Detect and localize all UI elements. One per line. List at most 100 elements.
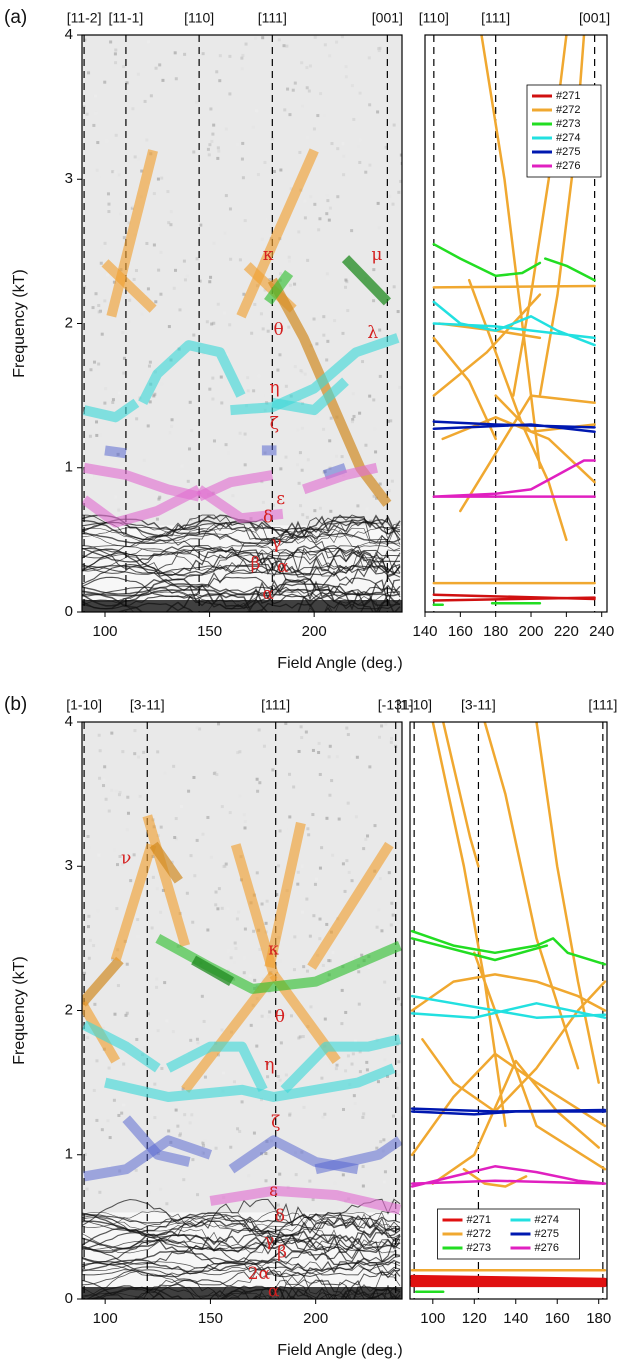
spectrum-noise bbox=[298, 150, 302, 154]
spectrum-noise bbox=[397, 190, 401, 194]
spectrum-noise bbox=[192, 333, 196, 337]
spectrum-noise bbox=[161, 78, 165, 82]
spectrum-noise bbox=[367, 966, 371, 970]
spectrum-noise bbox=[357, 1002, 361, 1006]
spectrum-noise bbox=[203, 1139, 207, 1143]
spectrum-noise bbox=[233, 960, 237, 964]
spectrum-noise bbox=[318, 217, 322, 221]
spectrum-noise bbox=[98, 749, 102, 753]
plot-frame bbox=[409, 721, 608, 1300]
spectrum-noise bbox=[330, 779, 334, 783]
spectrum-noise bbox=[98, 433, 102, 437]
spectrum-noise bbox=[386, 419, 390, 423]
fit-band bbox=[230, 333, 400, 416]
spectrum-noise bbox=[338, 1208, 342, 1212]
branch-label: α bbox=[268, 1281, 280, 1301]
spectrum-noise bbox=[305, 515, 309, 519]
spectrum-noise bbox=[396, 310, 400, 314]
spectrum-noise bbox=[261, 500, 265, 504]
spectrum-trace bbox=[82, 586, 401, 597]
calc-line bbox=[432, 420, 596, 433]
spectrum-noise bbox=[298, 399, 302, 403]
spectrum-floor bbox=[82, 600, 402, 612]
spectrum-noise bbox=[142, 458, 146, 462]
y-tick-label: 2 bbox=[65, 1001, 73, 1018]
fit-band bbox=[82, 1020, 161, 1073]
calc-line bbox=[410, 929, 607, 1294]
spectrum-noise bbox=[361, 1184, 365, 1188]
spectrum-noise bbox=[362, 1112, 366, 1116]
spectrum-noise bbox=[155, 517, 159, 521]
spectrum-noise bbox=[220, 401, 224, 405]
spectrum-noise bbox=[87, 956, 91, 960]
spectrum-floor bbox=[82, 1287, 402, 1299]
spectrum-noise bbox=[209, 275, 213, 279]
branch-label: δ bbox=[263, 508, 273, 528]
spectrum-noise bbox=[391, 202, 395, 206]
branch-label: α bbox=[262, 584, 274, 604]
direction-label: [3-11] bbox=[461, 697, 496, 713]
spectrum-noise bbox=[137, 755, 141, 759]
spectrum-noise bbox=[173, 51, 177, 55]
spectrum-noise bbox=[248, 974, 252, 978]
spectrum-noise bbox=[383, 980, 387, 984]
spectrum-noise bbox=[390, 901, 394, 905]
spectrum-trace bbox=[82, 552, 401, 575]
spectrum-noise bbox=[241, 141, 245, 145]
spectrum-noise bbox=[376, 110, 380, 114]
calc-line bbox=[410, 1165, 607, 1188]
spectrum-trace bbox=[82, 527, 401, 547]
direction-label: [11-1] bbox=[109, 10, 144, 26]
spectrum-noise bbox=[247, 1174, 251, 1178]
spectrum-noise bbox=[389, 923, 393, 927]
spectrum-noise bbox=[372, 494, 376, 498]
spectrum-trace bbox=[82, 535, 401, 559]
spectrum-noise bbox=[93, 360, 97, 364]
spectrum-noise bbox=[341, 862, 345, 866]
spectrum-noise bbox=[112, 280, 116, 284]
spectrum-noise bbox=[134, 269, 138, 273]
spectrum-noise bbox=[140, 312, 144, 316]
spectrum-noise bbox=[216, 1053, 220, 1057]
plot: [110] [111] [001]140 160 180 200 220 240#271#27… bbox=[412, 10, 614, 640]
fit-band bbox=[155, 934, 402, 994]
spectrum-noise bbox=[300, 864, 304, 868]
spectrum-noise bbox=[252, 389, 256, 393]
spectrum-noise bbox=[300, 61, 304, 65]
fit-band bbox=[82, 484, 202, 528]
spectrum-noise bbox=[237, 910, 241, 914]
spectrum-noise bbox=[88, 434, 92, 438]
x-tick-label: 180 bbox=[483, 623, 508, 640]
spectrum-noise bbox=[266, 1152, 270, 1156]
spectrum-noise bbox=[122, 1103, 126, 1107]
spectrum-noise bbox=[300, 426, 304, 430]
spectrum-noise bbox=[90, 474, 94, 478]
spectrum-noise bbox=[116, 863, 120, 867]
spectrum-noise bbox=[85, 1187, 89, 1191]
spectrum-noise bbox=[344, 1069, 348, 1073]
spectrum-noise bbox=[392, 285, 396, 289]
spectrum-noise bbox=[110, 788, 114, 792]
spectrum-noise bbox=[208, 387, 212, 391]
spectrum-noise bbox=[358, 1050, 362, 1054]
plot-frame bbox=[424, 34, 608, 613]
spectrum-noise bbox=[387, 67, 391, 71]
spectrum-noise bbox=[350, 420, 354, 424]
branch-label: 2α bbox=[248, 1264, 271, 1284]
spectrum-noise bbox=[336, 147, 340, 151]
x-tick-label: 220 bbox=[554, 623, 579, 640]
y-tick-label: 4 bbox=[65, 26, 73, 43]
spectrum-noise bbox=[156, 1029, 160, 1033]
spectrum-noise bbox=[376, 1080, 380, 1084]
spectrum-noise bbox=[188, 447, 192, 451]
spectrum-noise bbox=[163, 894, 167, 898]
spectrum-noise bbox=[152, 394, 156, 398]
spectrum-noise bbox=[149, 94, 153, 98]
spectrum-noise bbox=[345, 859, 349, 863]
x-tick-label: 160 bbox=[448, 623, 473, 640]
plot: [11-2] [11-1] [110] [111] [001] 100 150 200 0 1 2 3… bbox=[4, 7, 403, 672]
legend: #271 #272 #273 #274 #275 #276 bbox=[437, 1208, 580, 1260]
fit-band bbox=[142, 814, 190, 948]
spectrum-noise bbox=[91, 306, 95, 310]
spectrum-noise bbox=[142, 750, 146, 754]
